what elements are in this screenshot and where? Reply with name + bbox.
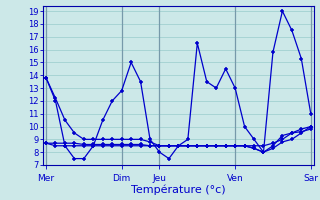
X-axis label: Température (°c): Température (°c) [131,184,226,195]
